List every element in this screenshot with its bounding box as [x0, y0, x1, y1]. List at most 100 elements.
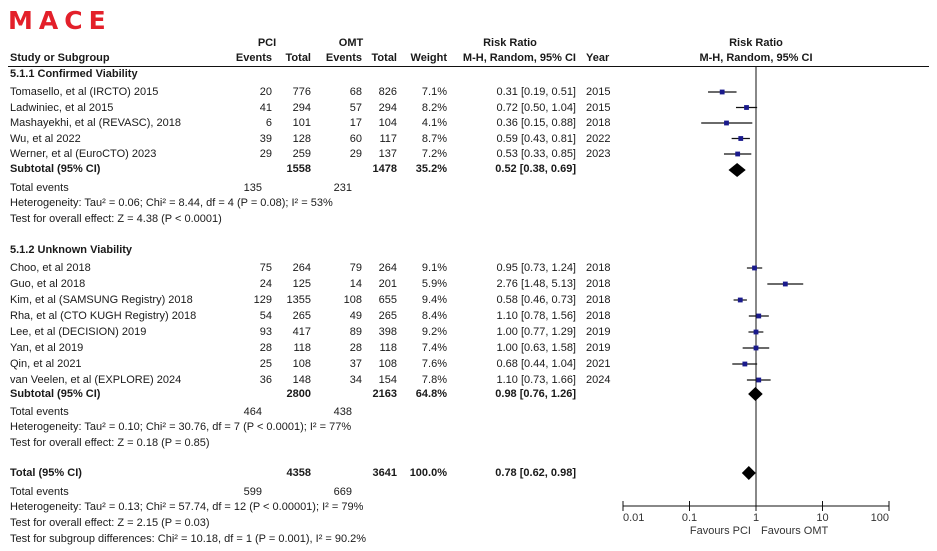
- omt-events: 68: [349, 86, 362, 98]
- pci-total: 148: [292, 374, 311, 386]
- x-axis-tick-label: 10: [816, 512, 828, 524]
- omt-total: 137: [378, 148, 397, 160]
- point-estimate-square: [782, 281, 788, 287]
- pci-total: 118: [293, 342, 311, 354]
- pci-total: 101: [292, 117, 311, 129]
- point-estimate-square: [752, 265, 757, 271]
- pci-total: 265: [292, 310, 311, 322]
- pci-events: 36: [259, 374, 272, 386]
- weight: 7.8%: [421, 374, 447, 386]
- weight: 64.8%: [415, 388, 447, 400]
- total-events-pci: 464: [243, 406, 262, 418]
- point-estimate-square: [738, 136, 744, 141]
- omt-events: 89: [349, 326, 362, 338]
- pooled-effect-diamond: [748, 387, 763, 401]
- header-events-2: Events: [325, 52, 362, 64]
- heterogeneity-text: Heterogeneity: Tau² = 0.10; Chi² = 30.76…: [10, 421, 352, 433]
- study-name: Ladwiniec, et al 2015: [10, 101, 114, 114]
- omt-total: 398: [378, 326, 397, 338]
- header-rr-method: M-H, Random, 95% CI: [462, 52, 576, 64]
- risk-ratio-ci: 1.00 [0.63, 1.58]: [496, 342, 576, 354]
- year: 2023: [586, 148, 611, 160]
- risk-ratio-ci: 0.52 [0.38, 0.69]: [495, 163, 576, 175]
- point-estimate-square: [744, 105, 749, 110]
- risk-ratio-ci: 0.78 [0.62, 0.98]: [495, 467, 576, 479]
- pci-total: 1558: [286, 163, 311, 175]
- header-divider: [8, 66, 929, 67]
- pci-events: 28: [259, 342, 272, 354]
- risk-ratio-ci: 1.10 [0.73, 1.66]: [496, 374, 576, 386]
- weight: 9.4%: [421, 294, 447, 306]
- risk-ratio-ci: 0.98 [0.76, 1.26]: [495, 388, 576, 400]
- risk-ratio-ci: 0.36 [0.15, 0.88]: [496, 117, 576, 129]
- weight: 9.2%: [421, 326, 447, 338]
- header-weight: Weight: [410, 52, 447, 64]
- omt-total: 655: [378, 294, 397, 306]
- header-events-1: Events: [235, 52, 272, 64]
- weight: 8.4%: [421, 310, 447, 322]
- omt-events: 29: [349, 148, 362, 160]
- year: 2018: [586, 278, 611, 290]
- pci-events: 29: [259, 148, 272, 160]
- risk-ratio-ci: 0.53 [0.33, 0.85]: [496, 148, 576, 160]
- year: 2018: [586, 310, 611, 322]
- total-events-omt: 231: [333, 182, 352, 194]
- study-name: Lee, et al (DECISION) 2019: [10, 326, 147, 338]
- weight: 7.2%: [421, 148, 447, 160]
- year: 2018: [586, 262, 611, 274]
- omt-total: 1478: [372, 163, 397, 175]
- point-estimate-square: [724, 120, 729, 126]
- favours-omt-label: Favours OMT: [761, 525, 829, 537]
- omt-total: 108: [378, 358, 397, 370]
- heterogeneity-text: Heterogeneity: Tau² = 0.13; Chi² = 57.74…: [10, 501, 364, 513]
- risk-ratio-ci: 1.00 [0.77, 1.29]: [496, 326, 576, 338]
- pci-events: 20: [259, 86, 272, 98]
- risk-ratio-ci: 0.59 [0.43, 0.81]: [496, 132, 576, 145]
- risk-ratio-ci: 2.76 [1.48, 5.13]: [496, 278, 576, 290]
- pci-events: 39: [259, 132, 272, 145]
- omt-events: 108: [343, 294, 362, 306]
- pci-total: 264: [292, 262, 311, 274]
- pci-total: 1355: [286, 294, 311, 306]
- omt-events: 37: [349, 358, 362, 370]
- omt-total: 294: [378, 101, 397, 114]
- year: 2019: [586, 342, 611, 354]
- pooled-effect-diamond: [741, 466, 756, 480]
- total-events-omt: 669: [333, 486, 352, 498]
- year: 2024: [586, 374, 611, 386]
- heterogeneity-text: Heterogeneity: Tau² = 0.06; Chi² = 8.44,…: [10, 197, 333, 209]
- favours-pci-label: Favours PCI: [690, 525, 751, 537]
- weight: 7.6%: [421, 358, 447, 370]
- pci-total: 776: [292, 86, 311, 98]
- weight: 8.2%: [421, 101, 447, 114]
- point-estimate-square: [756, 377, 762, 383]
- header-total-2: Total: [371, 52, 397, 64]
- pci-total: 417: [292, 326, 311, 338]
- weight: 4.1%: [421, 117, 447, 129]
- study-name: Guo, et al 2018: [10, 278, 86, 290]
- weight: 7.4%: [421, 342, 447, 354]
- risk-ratio-ci: 0.95 [0.73, 1.24]: [496, 262, 576, 274]
- year: 2015: [586, 86, 611, 98]
- point-estimate-square: [737, 297, 743, 303]
- overall-effect-text: Test for overall effect: Z = 0.18 (P = 0…: [10, 437, 210, 449]
- study-name: Qin, et al 2021: [10, 358, 82, 370]
- omt-total: 264: [378, 262, 397, 274]
- omt-total: 826: [378, 86, 397, 98]
- point-estimate-square: [756, 313, 762, 319]
- pci-events: 129: [253, 294, 272, 306]
- subgroup-differences-text: Test for subgroup differences: Chi² = 10…: [10, 533, 367, 545]
- pci-events: 41: [259, 101, 272, 114]
- x-axis-tick-label: 1: [753, 512, 759, 524]
- risk-ratio-ci: 0.31 [0.19, 0.51]: [496, 86, 576, 98]
- pci-total: 108: [292, 358, 311, 370]
- pci-events: 24: [259, 278, 272, 290]
- pci-total: 259: [292, 148, 311, 160]
- risk-ratio-ci: 0.68 [0.44, 1.04]: [496, 358, 576, 370]
- total-events-pci: 599: [243, 486, 262, 498]
- omt-total: 118: [379, 342, 397, 354]
- total-events-label: Total events: [10, 486, 69, 498]
- x-axis-tick-label: 0.01: [623, 512, 644, 524]
- risk-ratio-ci: 1.10 [0.78, 1.56]: [496, 310, 576, 322]
- study-name: Choo, et al 2018: [10, 262, 91, 274]
